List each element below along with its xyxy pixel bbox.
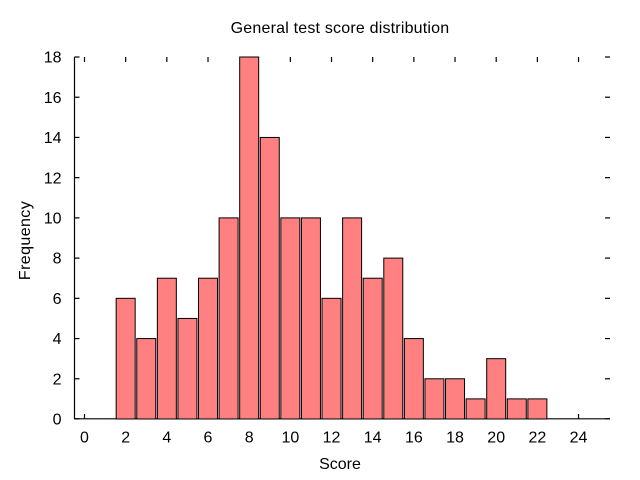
svg-text:14: 14 [44, 130, 62, 147]
svg-text:4: 4 [162, 430, 171, 447]
svg-text:6: 6 [204, 430, 213, 447]
svg-text:8: 8 [53, 251, 62, 268]
svg-text:Frequency: Frequency [17, 201, 34, 280]
svg-text:24: 24 [570, 430, 588, 447]
svg-text:22: 22 [528, 430, 546, 447]
svg-text:10: 10 [44, 210, 62, 227]
svg-text:General test score distributio: General test score distribution [231, 20, 450, 37]
svg-text:14: 14 [364, 430, 382, 447]
svg-text:12: 12 [44, 170, 62, 187]
svg-text:16: 16 [405, 430, 423, 447]
svg-text:12: 12 [323, 430, 341, 447]
svg-text:0: 0 [53, 412, 62, 429]
svg-text:Score: Score [319, 456, 361, 473]
svg-text:0: 0 [80, 430, 89, 447]
svg-text:2: 2 [121, 430, 130, 447]
svg-text:16: 16 [44, 90, 62, 107]
svg-text:10: 10 [281, 430, 299, 447]
svg-text:8: 8 [245, 430, 254, 447]
svg-text:6: 6 [53, 291, 62, 308]
svg-text:20: 20 [487, 430, 505, 447]
svg-text:2: 2 [53, 371, 62, 388]
svg-text:4: 4 [53, 331, 62, 348]
svg-text:18: 18 [44, 50, 62, 67]
svg-text:18: 18 [446, 430, 464, 447]
